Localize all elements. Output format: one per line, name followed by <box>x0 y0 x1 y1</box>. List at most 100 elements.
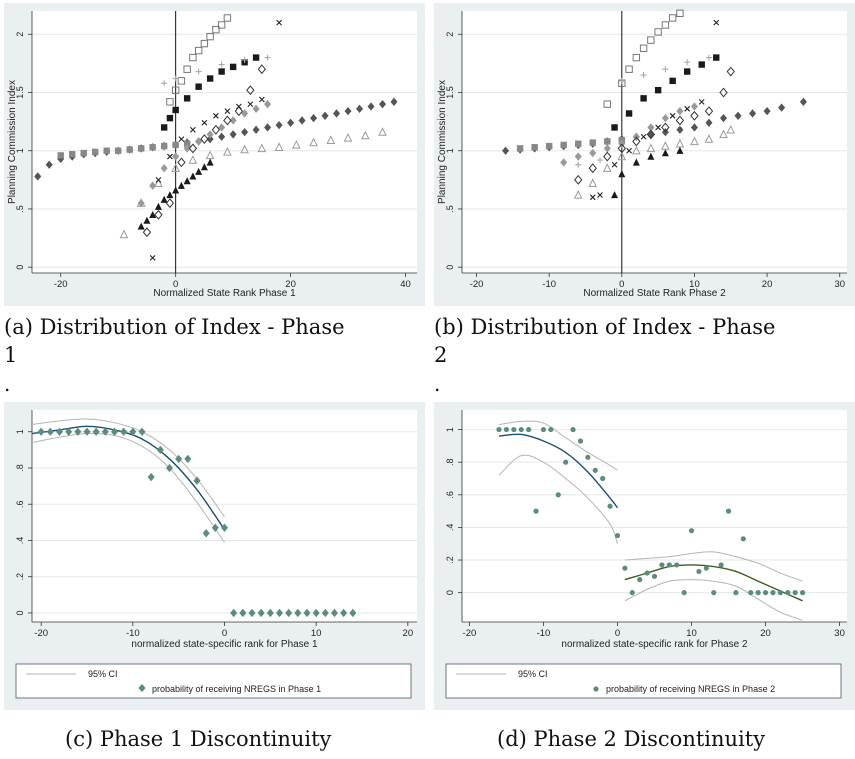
chart-a-point <box>246 85 255 96</box>
chart-b-point <box>690 136 699 146</box>
chart-d-point <box>563 459 569 465</box>
chart-b-point <box>531 144 538 151</box>
chart-a-xtick-label: 0 <box>173 279 178 290</box>
chart-b-point <box>705 54 712 61</box>
chart-a-point <box>218 68 225 75</box>
chart-d-point <box>792 590 798 596</box>
chart-a-xlabel: Normalized State Rank Phase 1 <box>153 288 296 299</box>
chart-a-point <box>149 210 157 218</box>
chart-a-point <box>166 114 174 122</box>
chart-c-fit-line <box>31 425 226 530</box>
chart-c-ci-upper <box>31 418 225 518</box>
chart-b-point <box>597 192 603 198</box>
chart-a-point <box>160 142 168 150</box>
chart-d-point <box>511 426 517 433</box>
chart-b-point <box>734 111 742 120</box>
chart-a-point <box>206 130 214 139</box>
chart-c-fit-lines <box>31 418 226 543</box>
chart-b-point <box>632 136 641 147</box>
chart-c-ytick-label: .8 <box>15 464 25 472</box>
chart-a-point <box>189 53 197 62</box>
chart-d-legend-ci-label: 95% CI <box>518 669 548 679</box>
caption-a: (a) Distribution of Index - Phase 1 <box>4 313 345 369</box>
chart-a-point <box>137 222 145 230</box>
chart-a-point <box>252 104 260 113</box>
chart-d-point <box>592 467 598 473</box>
chart-b-point <box>617 143 626 154</box>
chart-b-point <box>611 161 618 168</box>
chart-b-point <box>749 109 757 118</box>
chart-b-point <box>545 142 553 150</box>
chart-a-point <box>264 123 272 132</box>
chart-c-xtick-label: -10 <box>126 628 140 639</box>
chart-b-xtick-label: 0 <box>619 279 624 290</box>
chart-d-point <box>770 590 776 596</box>
chart-c-point <box>184 454 192 464</box>
chart-a-point <box>190 126 196 133</box>
chart-b-point <box>713 54 720 61</box>
chart-b-xtick-label: 10 <box>689 279 700 290</box>
chart-c-point <box>175 454 183 464</box>
chart-d-point <box>748 590 754 596</box>
chart-b-point <box>640 72 647 79</box>
chart-b-point <box>574 152 582 161</box>
chart-b-point <box>713 19 720 26</box>
chart-d-xtick-label: 10 <box>686 628 697 639</box>
chart-d-legend: 95% CI probability of receiving NREGS in … <box>445 663 842 699</box>
chart-a-point <box>142 227 152 238</box>
chart-c-point <box>138 427 146 436</box>
chart-a-point <box>206 75 214 82</box>
chart-a-point <box>183 177 191 185</box>
chart-d-ci-left-upper <box>498 420 618 471</box>
chart-d-point <box>577 438 584 444</box>
chart-a-point <box>240 144 249 154</box>
chart-d-ci-right-upper <box>624 551 803 582</box>
chart-a-point <box>201 119 208 126</box>
chart-d-point <box>503 426 510 433</box>
chart-a-point <box>160 195 168 203</box>
chart-a-point <box>326 135 336 144</box>
chart-b-point <box>560 158 568 167</box>
chart-b-point <box>719 129 728 139</box>
chart-a-point <box>252 54 260 61</box>
chart-b-point <box>632 53 641 62</box>
chart-a-point <box>274 142 284 151</box>
chart-d-point <box>570 426 576 433</box>
chart-a-point <box>143 216 151 224</box>
chart-b-point <box>726 124 736 134</box>
chart-b-point <box>704 134 714 143</box>
chart-c-legend: 95% CI probability of receiving NREGS in … <box>15 663 412 699</box>
chart-a-point <box>224 108 231 115</box>
chart-b-point <box>611 124 618 131</box>
chart-c-xtick-label: 0 <box>222 628 227 639</box>
chart-c-xtick-label: 10 <box>311 628 322 639</box>
chart-c-point <box>312 608 320 618</box>
chart-a-point <box>160 164 168 173</box>
chart-a-point <box>367 102 375 111</box>
chart-a-point <box>57 152 64 159</box>
chart-c-xlabel: normalized state-specific rank for Phase… <box>131 639 318 650</box>
chart-b-point <box>661 113 669 123</box>
chart-a-point <box>200 39 209 48</box>
chart-c-xtick-label: 20 <box>403 628 414 639</box>
chart-a-point <box>154 202 162 210</box>
chart-d-point <box>540 426 547 433</box>
chart-b-point <box>618 77 625 84</box>
chart-b-point <box>646 143 656 153</box>
chart-a-point <box>80 149 87 157</box>
chart-a-point <box>188 155 198 164</box>
chart-a-point <box>223 146 232 156</box>
chart-a-point <box>229 130 237 139</box>
chart-b-point <box>654 86 662 94</box>
chart-c-point <box>266 608 274 618</box>
chart-b-ytick-label: .5 <box>445 205 455 213</box>
chart-a-ytick-label: 1.5 <box>15 86 25 99</box>
chart-a-point <box>167 153 173 160</box>
chart-d-fit-lines <box>498 420 803 621</box>
chart-c-phase1-discontinuity: 0 .2 .4 .6 .8 1 -20 -10 0 10 20 normalized state-sp… <box>4 402 425 710</box>
chart-a-ytick-label: .5 <box>15 205 25 213</box>
chart-a-point <box>360 130 370 140</box>
chart-a-point <box>172 186 180 194</box>
chart-b-point <box>502 146 510 155</box>
chart-b-point <box>698 61 705 68</box>
